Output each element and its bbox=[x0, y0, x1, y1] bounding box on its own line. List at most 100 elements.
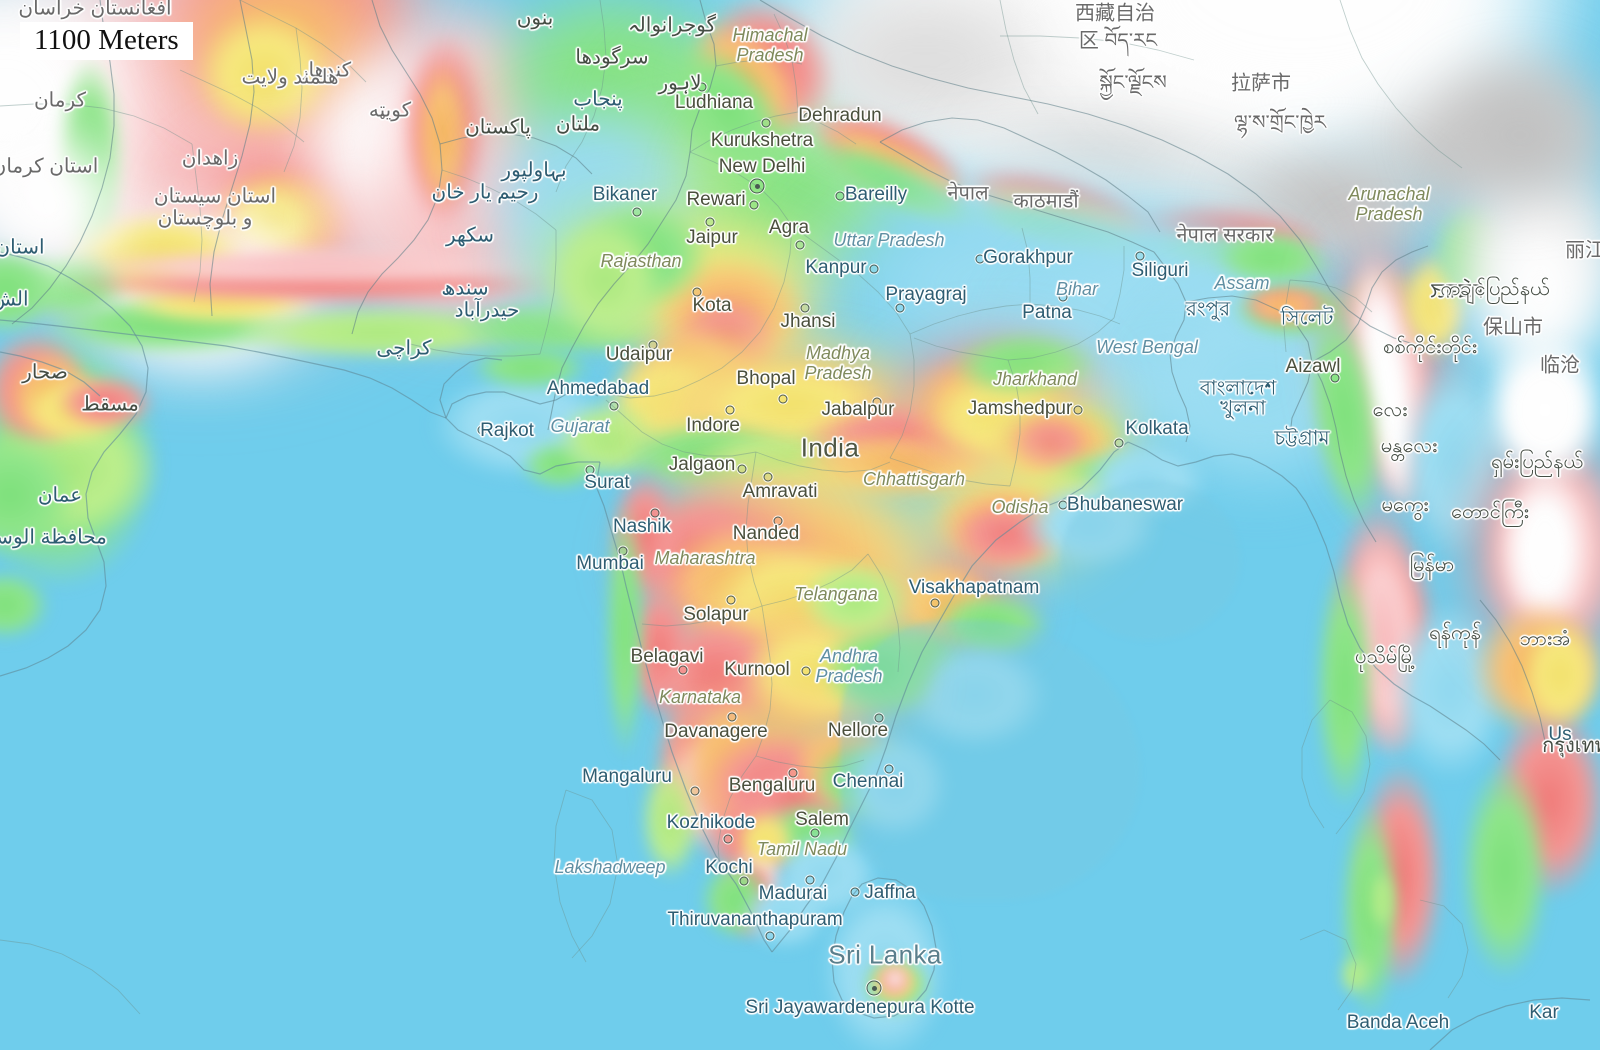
city-label-salem[interactable]: Salem bbox=[795, 809, 849, 830]
city-label-ludhiana[interactable]: Ludhiana bbox=[674, 92, 754, 113]
city-marker-gorakhpur[interactable] bbox=[975, 254, 985, 264]
city-marker-agra[interactable] bbox=[795, 240, 805, 250]
city-marker-kanpur[interactable] bbox=[869, 264, 879, 274]
city-label-nellore[interactable]: Nellore bbox=[827, 720, 889, 741]
capital-marker-sri-jayawardenepura-kotte[interactable] bbox=[866, 980, 882, 996]
city-marker-jabalpur[interactable] bbox=[872, 397, 882, 407]
city-marker-nanded[interactable] bbox=[773, 516, 783, 526]
city-marker-davanagere[interactable] bbox=[727, 712, 737, 722]
city-marker-bareilly[interactable] bbox=[835, 191, 845, 201]
city-label-sri-jayawardenepura-kotte[interactable]: Sri Jayawardenepura Kotte bbox=[745, 997, 975, 1018]
city-label-solapur[interactable]: Solapur bbox=[683, 604, 749, 625]
city-label-visakhapatnam[interactable]: Visakhapatnam bbox=[908, 577, 1040, 598]
city-marker-rewari[interactable] bbox=[749, 200, 759, 210]
city-marker-solapur[interactable] bbox=[726, 595, 736, 605]
city-marker-belagavi[interactable] bbox=[678, 665, 688, 675]
city-label-madurai[interactable]: Madurai bbox=[758, 883, 828, 904]
city-label-jamshedpur[interactable]: Jamshedpur bbox=[967, 398, 1073, 419]
city-label-kanpur[interactable]: Kanpur bbox=[805, 257, 867, 278]
city-marker-kurnool[interactable] bbox=[801, 666, 811, 676]
city-label-nashik[interactable]: Nashik bbox=[612, 516, 672, 537]
city-label-siliguri[interactable]: Siliguri bbox=[1131, 260, 1189, 281]
city-label-rajkot[interactable]: Rajkot bbox=[480, 420, 534, 441]
city-label-bhubaneswar[interactable]: Bhubaneswar bbox=[1066, 494, 1184, 515]
city-marker-jaipur[interactable] bbox=[705, 217, 715, 227]
city-marker-visakhapatnam[interactable] bbox=[930, 598, 940, 608]
city-label-kochi[interactable]: Kochi bbox=[705, 857, 753, 878]
native-label-sagaing-region: စစ်ကိုင်းတိုင်း bbox=[1383, 336, 1477, 358]
city-marker-kurukshetra[interactable] bbox=[761, 118, 771, 128]
city-label-mumbai[interactable]: Mumbai bbox=[576, 553, 644, 574]
city-marker-kochi[interactable] bbox=[739, 876, 749, 886]
city-label-kurnool[interactable]: Kurnool bbox=[724, 659, 790, 680]
city-label-bengaluru[interactable]: Bengaluru bbox=[728, 775, 816, 796]
city-marker-bengaluru[interactable] bbox=[788, 768, 798, 778]
city-label-udaipur[interactable]: Udaipur bbox=[605, 344, 673, 365]
city-label-kurukshetra[interactable]: Kurukshetra bbox=[710, 130, 814, 151]
city-marker-kozhikode[interactable] bbox=[723, 834, 733, 844]
city-label-bikaner[interactable]: Bikaner bbox=[592, 184, 658, 205]
city-label-patna[interactable]: Patna bbox=[1022, 302, 1072, 323]
city-marker-ludhiana[interactable] bbox=[697, 82, 707, 92]
city-label-new-delhi[interactable]: New Delhi bbox=[718, 156, 806, 177]
city-marker-amravati[interactable] bbox=[763, 472, 773, 482]
city-label-banda-aceh[interactable]: Banda Aceh bbox=[1346, 1012, 1450, 1033]
city-label-thiruvananthapuram[interactable]: Thiruvananthapuram bbox=[667, 909, 843, 930]
city-label-agra[interactable]: Agra bbox=[768, 217, 810, 238]
city-label-us[interactable]: Us bbox=[1548, 724, 1572, 745]
city-marker-jhansi[interactable] bbox=[800, 303, 810, 313]
city-label-amravati[interactable]: Amravati bbox=[742, 481, 818, 502]
city-label-nanded[interactable]: Nanded bbox=[732, 523, 800, 544]
city-marker-jamshedpur[interactable] bbox=[1073, 405, 1083, 415]
city-marker-prayagraj[interactable] bbox=[895, 303, 905, 313]
city-marker-bhubaneswar[interactable] bbox=[1058, 500, 1068, 510]
city-marker-madurai[interactable] bbox=[805, 875, 815, 885]
city-label-chennai[interactable]: Chennai bbox=[832, 771, 904, 792]
city-label-mangaluru[interactable]: Mangaluru bbox=[582, 766, 672, 787]
city-label-ahmedabad[interactable]: Ahmedabad bbox=[546, 378, 650, 399]
city-label-bareilly[interactable]: Bareilly bbox=[844, 184, 908, 205]
city-marker-patna[interactable] bbox=[1058, 292, 1068, 302]
city-marker-jaffna[interactable] bbox=[850, 887, 860, 897]
city-label-bhopal[interactable]: Bhopal bbox=[736, 368, 796, 389]
city-label-jaipur[interactable]: Jaipur bbox=[686, 227, 738, 248]
city-marker-indore[interactable] bbox=[725, 405, 735, 415]
city-marker-rajkot[interactable] bbox=[477, 425, 487, 435]
city-marker-salem[interactable] bbox=[810, 828, 820, 838]
city-marker-mumbai[interactable] bbox=[618, 546, 628, 556]
city-marker-mangaluru[interactable] bbox=[690, 786, 700, 796]
city-label-kota[interactable]: Kota bbox=[692, 295, 732, 316]
city-marker-thiruvananthapuram[interactable] bbox=[765, 931, 775, 941]
city-marker-aizawl[interactable] bbox=[1330, 373, 1340, 383]
city-label-indore[interactable]: Indore bbox=[686, 415, 740, 436]
city-label-jhansi[interactable]: Jhansi bbox=[780, 311, 836, 332]
city-marker-dehradun[interactable] bbox=[803, 112, 813, 122]
city-label-kozhikode[interactable]: Kozhikode bbox=[666, 812, 756, 833]
state-label-karnataka: Karnataka bbox=[658, 686, 742, 707]
city-marker-kota[interactable] bbox=[692, 287, 702, 297]
city-marker-surat[interactable] bbox=[585, 465, 595, 475]
city-label-surat[interactable]: Surat bbox=[584, 472, 630, 493]
city-marker-jalgaon[interactable] bbox=[737, 464, 747, 474]
city-marker-nellore[interactable] bbox=[874, 713, 884, 723]
city-label-kolkata[interactable]: Kolkata bbox=[1125, 418, 1189, 439]
city-marker-siliguri[interactable] bbox=[1135, 251, 1145, 261]
city-label-davanagere[interactable]: Davanagere bbox=[664, 721, 768, 742]
city-marker-udaipur[interactable] bbox=[648, 340, 658, 350]
city-label-prayagraj[interactable]: Prayagraj bbox=[885, 284, 967, 305]
city-label-jabalpur[interactable]: Jabalpur bbox=[821, 399, 895, 420]
city-label-belagavi[interactable]: Belagavi bbox=[630, 646, 704, 667]
city-marker-chennai[interactable] bbox=[884, 764, 894, 774]
city-label-jaffna[interactable]: Jaffna bbox=[864, 882, 916, 903]
capital-marker-new-delhi[interactable] bbox=[749, 178, 765, 194]
city-label-kar[interactable]: Kar bbox=[1529, 1002, 1559, 1023]
city-marker-bhopal[interactable] bbox=[778, 394, 788, 404]
city-label-gorakhpur[interactable]: Gorakhpur bbox=[983, 247, 1073, 268]
city-marker-bikaner[interactable] bbox=[632, 207, 642, 217]
city-marker-nashik[interactable] bbox=[650, 508, 660, 518]
city-label-rewari[interactable]: Rewari bbox=[686, 189, 746, 210]
city-label-jalgaon[interactable]: Jalgaon bbox=[668, 454, 736, 475]
city-marker-kolkata[interactable] bbox=[1114, 438, 1124, 448]
city-marker-ahmedabad[interactable] bbox=[609, 401, 619, 411]
